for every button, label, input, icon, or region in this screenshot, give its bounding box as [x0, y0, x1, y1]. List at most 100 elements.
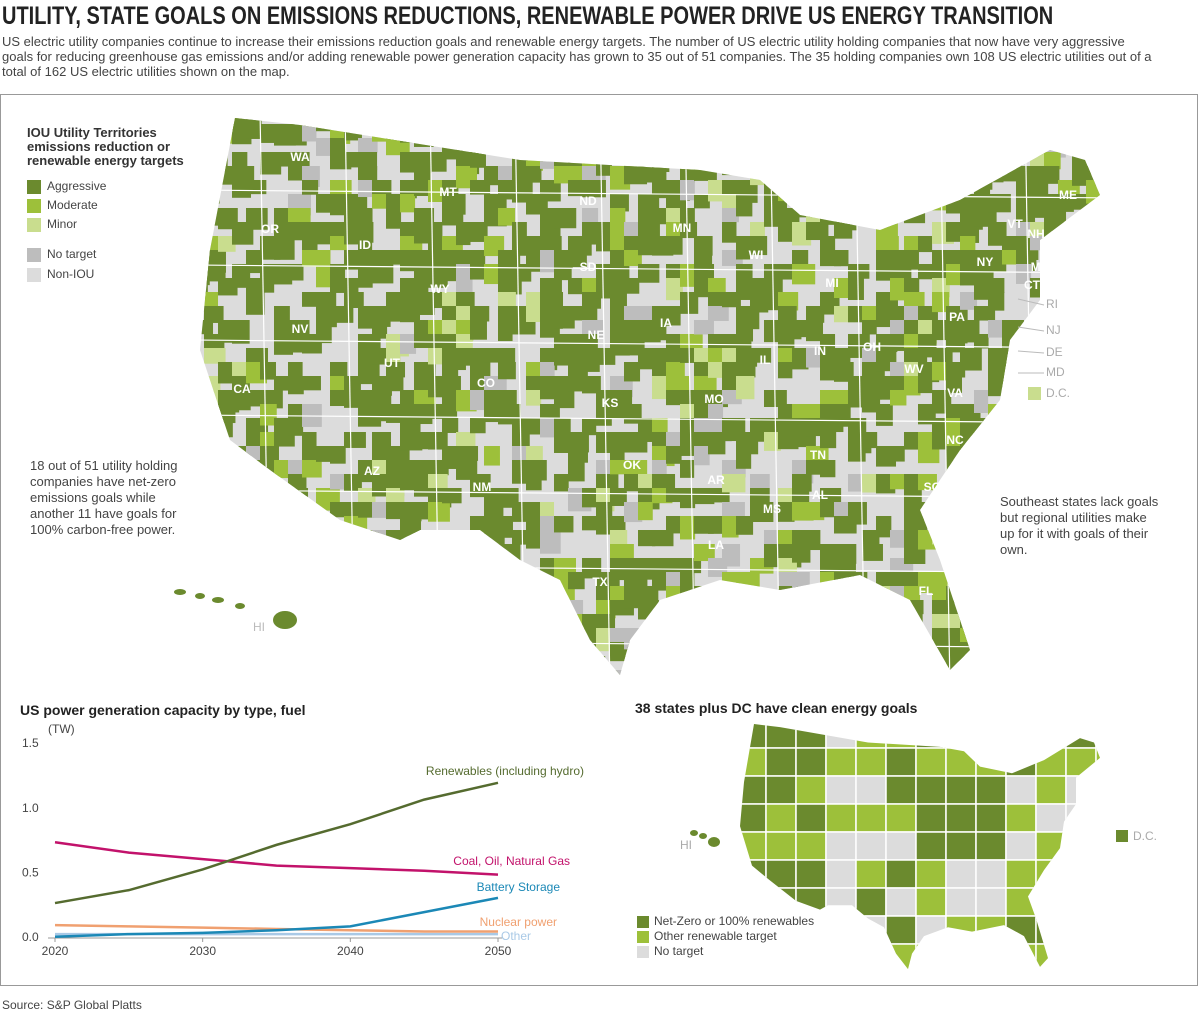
state-border [200, 264, 1100, 274]
state [740, 775, 767, 805]
territory [988, 166, 1004, 183]
state-border [200, 339, 1100, 349]
territory [200, 292, 205, 313]
territory [456, 614, 474, 633]
state [885, 831, 917, 861]
territory [1072, 614, 1088, 633]
territory [554, 600, 569, 617]
territory [568, 118, 588, 133]
territory [344, 670, 365, 675]
territory [316, 530, 336, 548]
territory [484, 446, 500, 466]
state [765, 775, 797, 805]
territory [946, 460, 964, 479]
territory [988, 684, 1008, 699]
territory [582, 614, 600, 631]
territory [820, 600, 837, 621]
territory [974, 572, 990, 596]
territory [218, 460, 242, 483]
territory [204, 348, 226, 364]
legend-swatch [27, 248, 41, 262]
territory [988, 194, 1011, 213]
state [885, 859, 917, 889]
territory [890, 600, 907, 618]
territory [918, 474, 937, 491]
territory [848, 628, 870, 648]
state [975, 747, 1007, 777]
territory [904, 656, 921, 671]
territory [820, 544, 835, 561]
territory [456, 124, 471, 148]
state [1065, 831, 1097, 861]
state [975, 775, 1007, 805]
territory [200, 572, 205, 587]
territory [610, 544, 634, 559]
territory [568, 460, 585, 482]
territory [484, 600, 501, 622]
territory [302, 628, 317, 651]
territory [232, 516, 250, 540]
territory [834, 642, 851, 661]
territory [960, 670, 977, 675]
territory [652, 642, 673, 657]
territory [456, 264, 473, 279]
territory [200, 250, 212, 265]
territory [200, 558, 213, 578]
territory [330, 474, 345, 490]
territory [960, 446, 979, 470]
territory [778, 152, 797, 170]
territory [526, 118, 545, 128]
territory [918, 404, 936, 425]
territory [1072, 264, 1093, 282]
territory [1072, 348, 1089, 364]
territory [512, 124, 533, 147]
territory [750, 124, 774, 146]
territory [1100, 320, 1116, 339]
territory [1086, 320, 1100, 339]
territory [862, 180, 880, 199]
territory [386, 600, 407, 624]
territory [316, 642, 334, 666]
territory [624, 362, 641, 382]
territory [1058, 278, 1079, 294]
territory [792, 614, 810, 634]
territory [400, 628, 423, 643]
territory [456, 222, 471, 246]
territory [1002, 362, 1020, 381]
territory [918, 502, 939, 521]
territory [932, 292, 950, 313]
territory [232, 628, 251, 649]
state [945, 724, 977, 749]
territory [750, 600, 770, 617]
territory [204, 460, 220, 480]
state [765, 887, 797, 917]
territory [988, 292, 1005, 311]
territory [288, 684, 306, 701]
territory [260, 390, 283, 409]
territory [400, 278, 415, 294]
territory [806, 180, 824, 200]
territory [652, 530, 674, 547]
territory [708, 600, 729, 615]
territory [792, 264, 816, 285]
territory [414, 404, 433, 425]
territory [736, 600, 758, 615]
territory [316, 600, 340, 624]
territory [1016, 474, 1032, 489]
territory [400, 670, 418, 675]
territory [470, 586, 489, 605]
territory [1072, 250, 1090, 274]
state [946, 972, 976, 1000]
state [1035, 803, 1067, 833]
state [975, 915, 1007, 945]
state-label: NE [588, 328, 605, 342]
state [915, 747, 947, 777]
territory [1002, 670, 1022, 675]
series-line [54, 781, 499, 905]
territory [288, 418, 304, 436]
territory [862, 474, 881, 493]
state [765, 803, 797, 833]
territory [302, 124, 317, 142]
territory [624, 250, 642, 267]
